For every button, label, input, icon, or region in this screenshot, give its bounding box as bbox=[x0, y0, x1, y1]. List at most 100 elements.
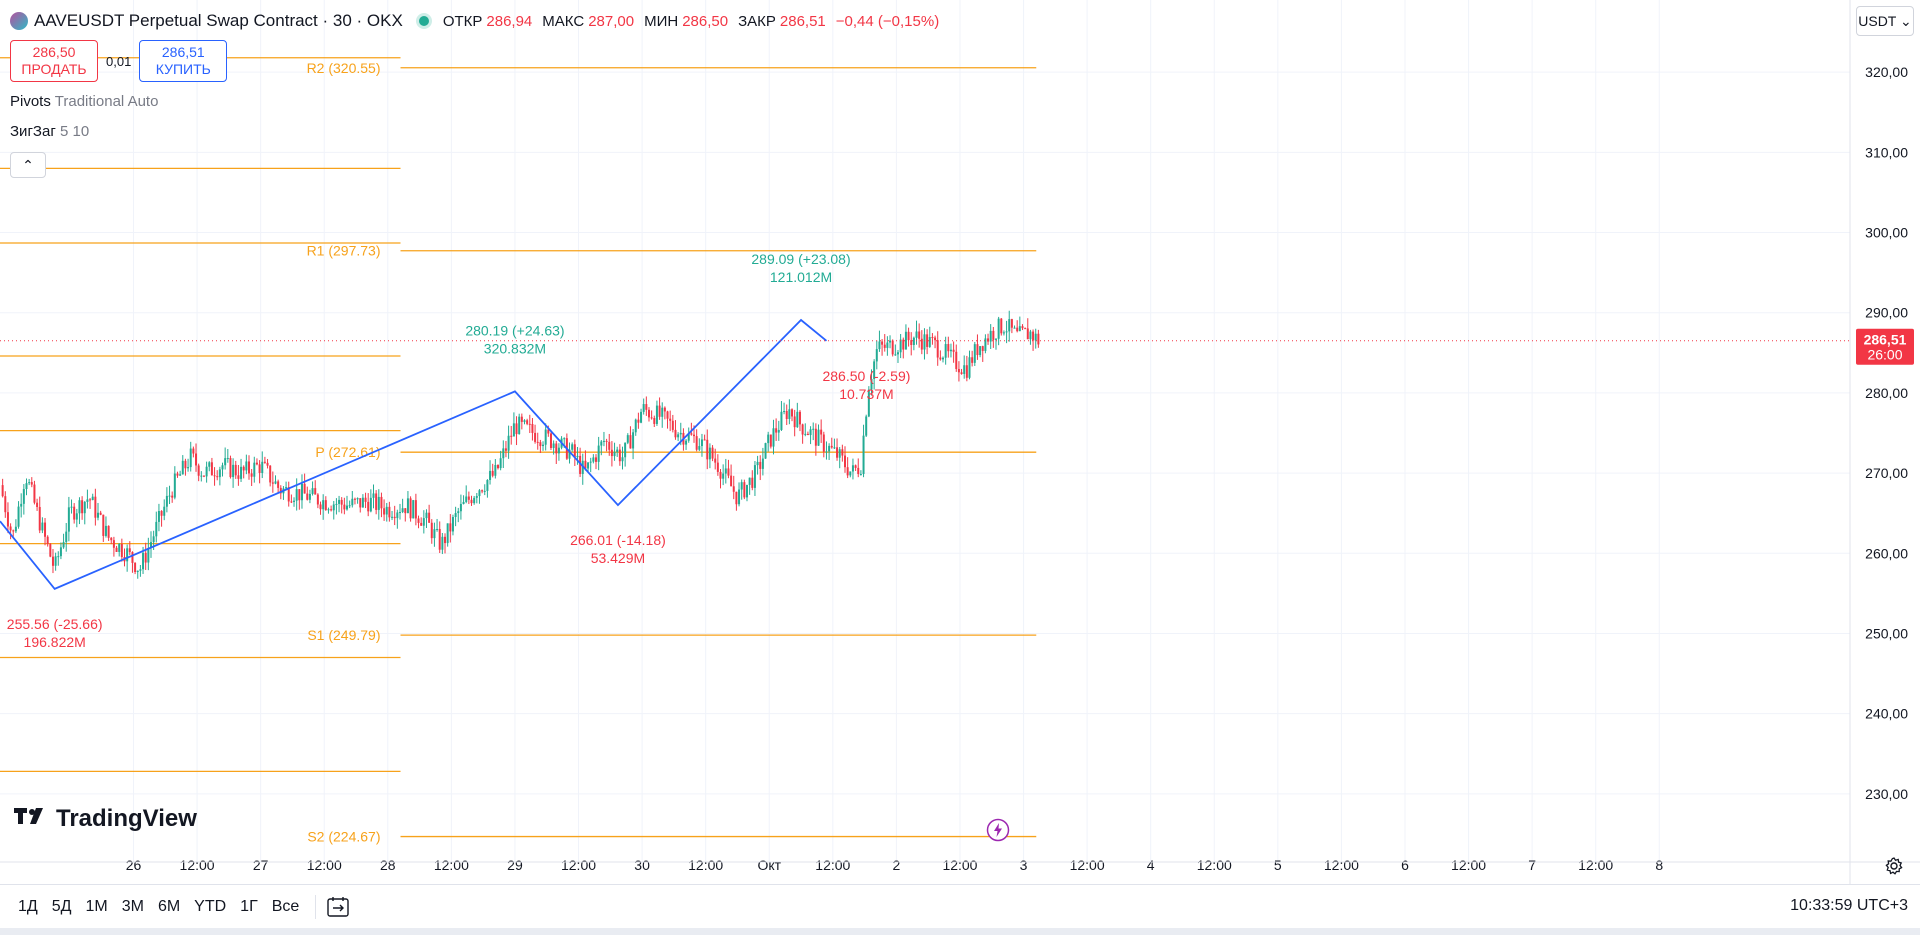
candle-up bbox=[25, 483, 28, 490]
candle-down bbox=[931, 337, 934, 339]
time-tick-label: 12:00 bbox=[561, 857, 596, 873]
candle-down bbox=[470, 499, 473, 504]
zigzag-legend[interactable]: ЗигЗаг 5 10 bbox=[10, 123, 89, 140]
candle-up bbox=[1013, 327, 1016, 329]
candle-up bbox=[446, 523, 449, 544]
candle-up bbox=[346, 505, 349, 510]
date-range-icon[interactable] bbox=[326, 896, 350, 918]
pivots-legend[interactable]: Pivots Traditional Auto bbox=[10, 93, 158, 110]
candle-up bbox=[687, 433, 690, 441]
candle-up bbox=[989, 330, 992, 342]
price-tick-label: 280,00 bbox=[1865, 385, 1908, 401]
candle-down bbox=[375, 493, 378, 510]
candle-up bbox=[499, 458, 502, 469]
candle-down bbox=[115, 547, 118, 552]
candle-up bbox=[454, 513, 457, 518]
candle-up bbox=[634, 419, 637, 433]
candle-down bbox=[793, 416, 796, 428]
range-5d[interactable]: 5Д bbox=[51, 898, 72, 915]
candle-up bbox=[425, 512, 428, 519]
candle-down bbox=[383, 508, 386, 515]
candle-down bbox=[393, 516, 396, 519]
candle-up bbox=[205, 466, 208, 477]
candle-up bbox=[412, 500, 415, 519]
candle-up bbox=[224, 458, 227, 466]
candle-down bbox=[430, 522, 433, 539]
candle-up bbox=[391, 516, 394, 518]
price-tick-label: 230,00 bbox=[1865, 786, 1908, 802]
currency-selector[interactable]: USDT ⌄ bbox=[1856, 6, 1914, 36]
range-1m[interactable]: 1М bbox=[85, 898, 108, 915]
range-1y[interactable]: 1Г bbox=[240, 898, 258, 915]
candle-down bbox=[316, 494, 319, 505]
candle-down bbox=[340, 499, 343, 505]
candle-down bbox=[1032, 331, 1035, 341]
candle-up bbox=[870, 378, 873, 390]
candle-up bbox=[327, 509, 330, 511]
candle-down bbox=[242, 466, 245, 471]
pivot-levels: R2 (320.55) R1 (297.73) P (272.61) S1 (249.… bbox=[0, 57, 1037, 845]
candle-down bbox=[965, 365, 968, 378]
candle-down bbox=[510, 435, 513, 437]
candle-up bbox=[14, 526, 17, 532]
candle-up bbox=[104, 525, 107, 536]
clock-display[interactable]: 10:33:59 UTC+3 bbox=[1790, 897, 1908, 914]
range-1d[interactable]: 1Д bbox=[18, 898, 38, 915]
candle-up bbox=[377, 496, 380, 510]
zigzag-annotation-volume: 10.737M bbox=[839, 386, 893, 402]
candle-up bbox=[372, 493, 375, 498]
candle-down bbox=[1010, 319, 1013, 328]
candle-up bbox=[502, 448, 505, 459]
market-open-icon bbox=[418, 16, 429, 26]
axes[interactable]: 230,00240,00250,00260,00270,00280,00290,… bbox=[0, 0, 1920, 884]
candle-down bbox=[971, 357, 974, 363]
candle-up bbox=[679, 432, 682, 435]
range-3m[interactable]: 3М bbox=[121, 898, 144, 915]
candle-down bbox=[952, 349, 955, 352]
candle-up bbox=[240, 466, 243, 479]
sell-price: 286,50 bbox=[32, 44, 76, 60]
candle-down bbox=[981, 346, 984, 351]
time-tick-label: 4 bbox=[1147, 857, 1155, 873]
candle-down bbox=[1021, 326, 1024, 329]
lightning-icon[interactable] bbox=[986, 818, 1010, 842]
candle-up bbox=[753, 465, 756, 488]
candle-up bbox=[557, 447, 560, 454]
candle-up bbox=[685, 440, 688, 445]
candle-down bbox=[4, 496, 7, 513]
candle-down bbox=[573, 444, 576, 458]
candle-down bbox=[438, 528, 441, 550]
candle-down bbox=[647, 409, 650, 418]
sell-button[interactable]: 286,50 ПРОДАТЬ bbox=[10, 40, 98, 82]
range-ytd[interactable]: YTD bbox=[194, 898, 227, 915]
candlestick-series bbox=[1, 310, 1040, 579]
symbol-title[interactable]: AAVEUSDT Perpetual Swap Contract · 30 · … bbox=[34, 11, 403, 30]
time-tick-label: 8 bbox=[1655, 857, 1663, 873]
candle-up bbox=[912, 337, 915, 345]
candle-up bbox=[1002, 332, 1005, 334]
range-6m[interactable]: 6М bbox=[157, 898, 181, 915]
candle-down bbox=[496, 464, 499, 469]
candle-up bbox=[600, 441, 603, 446]
candle-down bbox=[250, 473, 253, 477]
candle-up bbox=[849, 471, 852, 476]
zigzag-annotations: 255.56 (-25.66) 196.822M 280.19 (+24.63) 32… bbox=[7, 251, 911, 650]
bar-countdown-label: 26:00 bbox=[1867, 347, 1902, 363]
collapse-legend-button[interactable]: ⌃ bbox=[10, 152, 46, 178]
candle-up bbox=[859, 473, 862, 475]
candle-down bbox=[504, 448, 507, 451]
gear-icon[interactable] bbox=[1884, 856, 1904, 876]
range-all[interactable]: Все bbox=[271, 898, 300, 915]
time-tick-label: 12:00 bbox=[1451, 857, 1486, 873]
candle-down bbox=[547, 429, 550, 434]
candle-down bbox=[107, 525, 110, 538]
time-tick-label: 12:00 bbox=[1578, 857, 1613, 873]
candle-up bbox=[75, 513, 78, 520]
candle-down bbox=[515, 423, 518, 435]
trade-panel: 286,50 ПРОДАТЬ 0,01 286,51 КУПИТЬ bbox=[10, 40, 228, 82]
tradingview-watermark[interactable]: TradingView bbox=[14, 805, 197, 833]
buy-button[interactable]: 286,51 КУПИТЬ bbox=[139, 40, 228, 82]
candle-up bbox=[552, 443, 555, 448]
candle-down bbox=[467, 496, 470, 500]
